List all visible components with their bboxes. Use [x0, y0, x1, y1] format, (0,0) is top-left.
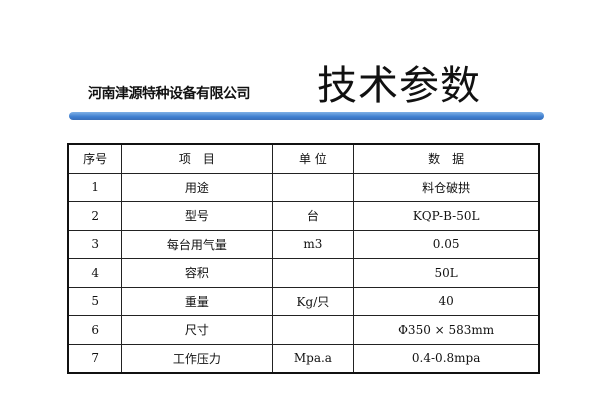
cell-item: 尺寸 — [121, 315, 273, 345]
cell-data: 0.4-0.8mpa — [353, 343, 540, 374]
cell-data: 50L — [353, 258, 540, 288]
cell-index: 5 — [67, 286, 123, 316]
table-row: 5 重量 Kg/只 40 — [67, 286, 540, 316]
header-divider — [69, 112, 544, 120]
cell-item: 型号 — [121, 201, 273, 231]
table-row: 4 容积 50L — [67, 258, 540, 288]
cell-item: 重量 — [121, 286, 273, 316]
cell-index: 1 — [67, 172, 123, 202]
cell-data: Φ350 × 583mm — [353, 315, 540, 345]
cell-unit — [271, 315, 355, 345]
cell-unit: 台 — [271, 201, 355, 231]
cell-unit — [271, 258, 355, 288]
cell-index: 4 — [67, 258, 123, 288]
cell-unit: Mpa.a — [271, 343, 355, 374]
cell-item: 每台用气量 — [121, 229, 273, 259]
column-header-unit: 单 位 — [271, 143, 355, 174]
cell-data: 0.05 — [353, 229, 540, 259]
column-header-item: 项 目 — [121, 143, 273, 174]
cell-index: 2 — [67, 201, 123, 231]
table-row: 2 型号台 KQP-B-50L — [67, 201, 540, 231]
cell-index: 3 — [67, 229, 123, 259]
cell-item: 工作压力 — [121, 343, 273, 374]
cell-item: 容积 — [121, 258, 273, 288]
cell-unit: m3 — [271, 229, 355, 259]
table-row: 3 每台用气量 m3 0.05 — [67, 229, 540, 259]
cell-data: 40 — [353, 286, 540, 316]
table-header-row: 序号 项 目 单 位 数 据 — [67, 143, 540, 174]
column-header-data: 数 据 — [353, 143, 540, 174]
cell-unit — [271, 172, 355, 202]
cell-index: 7 — [67, 343, 123, 374]
cell-data: 料仓破拱 — [353, 172, 540, 202]
table-row: 7 工作压力 Mpa.a 0.4-0.8mpa — [67, 343, 540, 374]
cell-item: 用途 — [121, 172, 273, 202]
page-title: 技术参数 — [317, 63, 481, 109]
spec-table: 序号 项 目 单 位 数 据 1 用途 料仓破拱 2 型号台 KQP-B-50L 3 每台用气… — [67, 143, 540, 374]
table-row: 1 用途 料仓破拱 — [67, 172, 540, 202]
column-header-index: 序号 — [67, 143, 123, 174]
cell-index: 6 — [67, 315, 123, 345]
table-row: 6 尺寸 Φ350 × 583mm — [67, 315, 540, 345]
cell-unit: Kg/只 — [271, 286, 355, 316]
company-name: 河南津源特种设备有限公司 — [88, 86, 251, 102]
cell-data: KQP-B-50L — [353, 201, 540, 231]
